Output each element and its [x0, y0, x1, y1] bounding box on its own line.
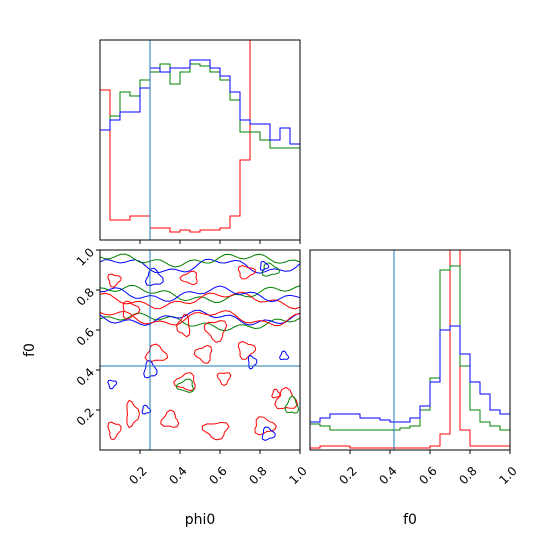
contour-island-3: [237, 265, 257, 280]
histogram-f0-panel: [309, 249, 511, 454]
contour-blue-band-lower: [99, 309, 301, 326]
contour-green-upper: [99, 253, 301, 268]
contour-island-21: [274, 386, 299, 410]
contour-island-25: [141, 404, 152, 415]
f0-x-tick-label: 0.6: [416, 464, 439, 487]
contour-island-24: [271, 388, 282, 399]
f0-y-tick-label: 0.4: [74, 365, 97, 388]
contour-island-20: [261, 426, 276, 441]
phi0-x-tick-label: 0.8: [246, 464, 269, 487]
contour-island-22: [284, 395, 300, 414]
contour-island-26: [107, 379, 118, 390]
contour-island-5: [176, 313, 191, 338]
contour-island-28: [259, 260, 270, 271]
phi0-x-tick-label: 0.2: [126, 464, 149, 487]
histogram-phi0-blue-series: [100, 59, 300, 145]
contour-green-band-upper: [99, 284, 301, 304]
x-axis-label-phi0: phi0: [185, 512, 216, 528]
y-axis-label-f0: f0: [22, 343, 38, 357]
histogram-f0-green-series: [310, 265, 510, 431]
f0-y-tick-label: 1.0: [74, 245, 97, 268]
contour-red-band-upper: [99, 291, 301, 310]
contour-island-27: [279, 350, 290, 361]
contour-island-9: [144, 343, 169, 362]
contour-island-7: [203, 320, 228, 343]
contour-island-2: [179, 270, 198, 286]
contour-f0-vs-phi0-panel: [96, 249, 301, 454]
contour-island-6: [122, 300, 141, 320]
contour-island-10: [193, 344, 213, 364]
x-axis-label-f0: f0: [403, 512, 417, 528]
f0-y-tick-label: 0.8: [74, 285, 97, 308]
f0-x-tick-label: 0.2: [336, 464, 359, 487]
contour-island-1: [144, 267, 164, 287]
f0-x-tick-label: 1.0: [496, 464, 519, 487]
f0-x-tick-label: 0.4: [376, 464, 399, 487]
histogram-phi0-panel: [99, 39, 301, 244]
contour-blue-band-upper: [99, 285, 301, 303]
contour-island-12: [173, 372, 196, 392]
contour-red-band-lower: [99, 310, 301, 327]
histogram-f0-blue-series: [310, 325, 510, 423]
contour-island-0: [107, 273, 122, 288]
contour-island-14: [216, 372, 232, 387]
histogram-phi0-red-series: [100, 39, 300, 233]
contour-island-17: [160, 409, 180, 428]
histogram-f0-frame: [309, 249, 511, 451]
contour-blue-upper: [99, 258, 301, 274]
contour-island-23: [247, 354, 258, 370]
phi0-x-tick-label: 1.0: [286, 464, 309, 487]
contour-island-13: [175, 378, 194, 394]
histogram-phi0-frame: [99, 39, 301, 241]
f0-y-tick-label: 0.2: [74, 405, 97, 428]
contour-green-band-lower: [99, 312, 301, 332]
phi0-x-tick-label: 0.4: [166, 464, 189, 487]
histogram-f0-red-series: [310, 249, 510, 449]
contour-island-11: [143, 359, 158, 379]
f0-x-tick-label: 0.8: [456, 464, 479, 487]
contour-island-18: [201, 421, 230, 441]
contour-island-19: [254, 416, 277, 436]
contour-island-15: [126, 399, 140, 429]
contour-frame: [99, 249, 301, 451]
phi0-x-tick-label: 0.6: [206, 464, 229, 487]
contour-island-16: [107, 421, 122, 441]
contour-island-8: [237, 340, 257, 360]
f0-y-tick-label: 0.6: [74, 325, 97, 348]
